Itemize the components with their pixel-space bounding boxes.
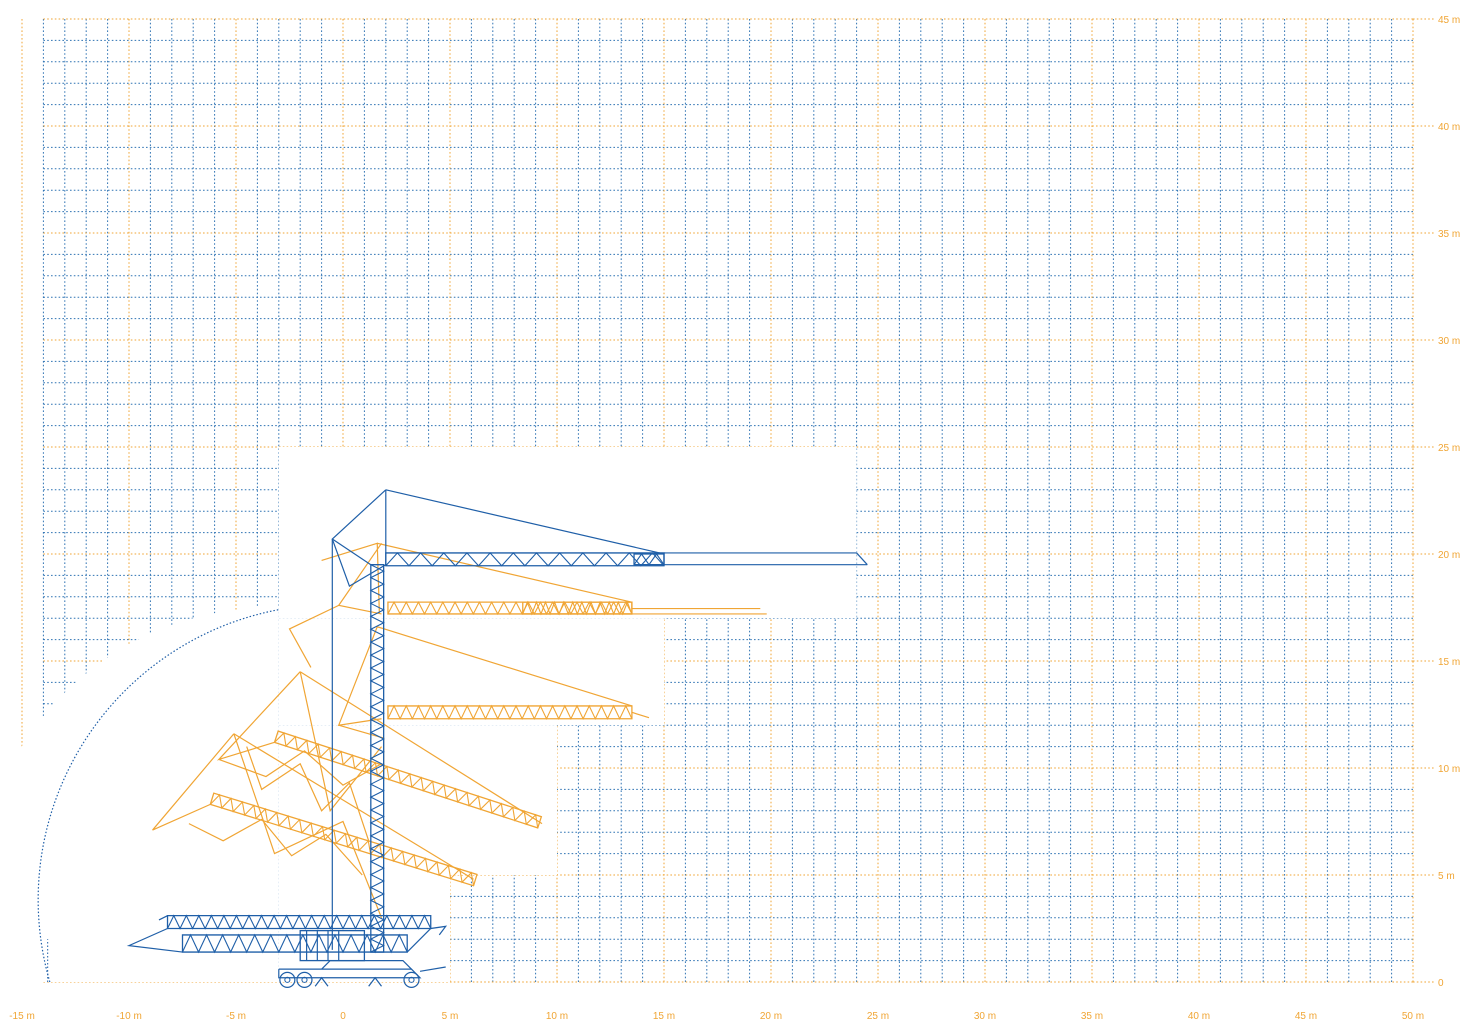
chassis bbox=[278, 929, 446, 988]
clearance-region bbox=[278, 447, 857, 619]
wheel-hub bbox=[284, 976, 291, 983]
x-tick-label: 10 m bbox=[546, 1011, 568, 1022]
swing-radius-arc bbox=[37, 609, 279, 983]
crane-clearance-area bbox=[0, 447, 857, 982]
wheel-icon bbox=[296, 971, 313, 988]
clearance-region bbox=[278, 725, 557, 875]
mast-bracing-stage-5 bbox=[246, 746, 370, 841]
a-frame-stage-5 bbox=[152, 733, 235, 831]
tie-bar-stage-3 bbox=[377, 626, 633, 707]
x-tick-label: 35 m bbox=[1081, 1011, 1103, 1022]
x-tick-label: -10 m bbox=[116, 1011, 142, 1022]
x-tick-label: 15 m bbox=[653, 1011, 675, 1022]
x-tick-label: 40 m bbox=[1188, 1011, 1210, 1022]
outrigger-foot bbox=[368, 976, 382, 987]
folded-jib-lower bbox=[181, 933, 408, 954]
y-tick-label: 30 m bbox=[1438, 336, 1460, 347]
wheel-icon bbox=[403, 971, 420, 988]
y-tick-label: 5 m bbox=[1438, 871, 1455, 882]
y-axis-labels: 0 5 m 10 m 15 m 20 m 25 m 30 m 35 m 40 m 45 m bbox=[1438, 15, 1460, 989]
folded-mast-stage-4 bbox=[299, 671, 382, 813]
folded-jib-nose bbox=[158, 915, 168, 921]
a-frame-lower bbox=[288, 604, 339, 668]
y-tick-label: 40 m bbox=[1438, 122, 1460, 133]
y-tick-label: 0 bbox=[1438, 978, 1444, 989]
mast-bracing bbox=[218, 750, 382, 786]
x-tick-label: 20 m bbox=[760, 1011, 782, 1022]
slewing-frame-stage-2 bbox=[321, 542, 380, 614]
y-tick-label: 45 m bbox=[1438, 15, 1460, 26]
jib-stage-5 bbox=[209, 792, 478, 887]
wheel-icon bbox=[279, 971, 296, 988]
wheel-hub bbox=[301, 976, 308, 983]
jib-stage-4 bbox=[273, 730, 543, 829]
x-tick-label: 5 m bbox=[442, 1011, 459, 1022]
y-tick-label: 20 m bbox=[1438, 550, 1460, 561]
crane-working-position bbox=[126, 489, 868, 988]
clearance-region bbox=[278, 618, 664, 726]
jib-tie-bar bbox=[385, 489, 665, 555]
y-tick-label: 15 m bbox=[1438, 657, 1460, 668]
folded-jib-nose bbox=[126, 927, 183, 953]
counter-link bbox=[331, 538, 372, 566]
jib-tip bbox=[856, 552, 868, 566]
jib-tip-stage-3 bbox=[631, 711, 650, 719]
x-tick-label: 0 bbox=[340, 1011, 346, 1022]
tail-swing-area bbox=[0, 607, 279, 982]
x-axis-labels: -15 m -10 m -5 m 0 5 m 10 m 15 m 20 m 25 m 30 m 35… bbox=[9, 1011, 1424, 1022]
y-tick-label: 25 m bbox=[1438, 443, 1460, 454]
chassis-frame bbox=[278, 968, 422, 979]
x-tick-label: 50 m bbox=[1402, 1011, 1424, 1022]
tie-bar-stage-5 bbox=[233, 733, 474, 880]
x-tick-label: 45 m bbox=[1295, 1011, 1317, 1022]
y-tick-label: 10 m bbox=[1438, 764, 1460, 775]
outrigger bbox=[419, 966, 446, 972]
a-frame-back bbox=[331, 489, 387, 587]
chassis-deck bbox=[321, 959, 412, 970]
y-tick-label: 35 m bbox=[1438, 229, 1460, 240]
folded-mast-stage-5 bbox=[233, 733, 383, 919]
folded-jib-tail bbox=[406, 925, 448, 953]
x-tick-label: 25 m bbox=[867, 1011, 889, 1022]
tail-swing-radius bbox=[37, 609, 279, 983]
crane-erection-stages bbox=[152, 542, 767, 919]
outrigger-foot bbox=[314, 976, 329, 987]
folded-jib-upper bbox=[166, 914, 432, 930]
x-tick-label: -5 m bbox=[226, 1011, 246, 1022]
tie-bar-stage-4 bbox=[299, 671, 543, 825]
wheel-hub bbox=[408, 976, 415, 983]
ground-strip bbox=[43, 973, 344, 982]
x-tick-label: 30 m bbox=[974, 1011, 996, 1022]
x-tick-label: -15 m bbox=[9, 1011, 35, 1022]
